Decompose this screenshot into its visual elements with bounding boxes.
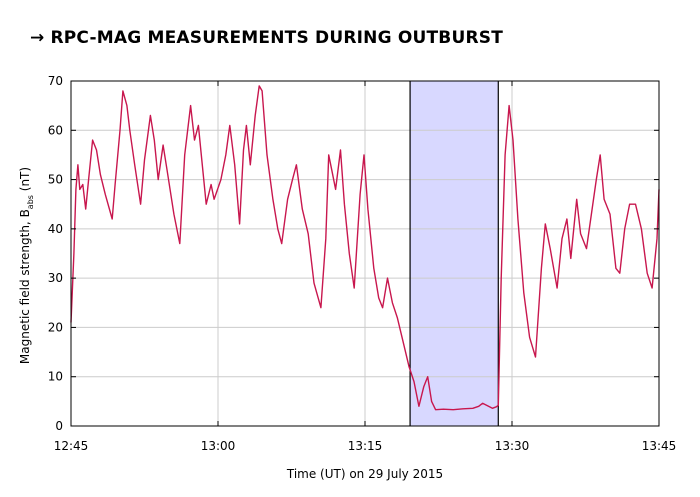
x-tick-label: 12:45 xyxy=(54,439,89,453)
arrow-icon: → xyxy=(30,28,45,48)
y-axis-label: Magnetic field strength, Babs (nT) xyxy=(18,167,35,364)
highlight-region xyxy=(410,81,499,426)
y-tick-label: 40 xyxy=(48,222,63,236)
x-tick-label: 13:15 xyxy=(348,439,383,453)
x-tick-label: 13:00 xyxy=(201,439,236,453)
y-axis-label-main: Magnetic field strength, B xyxy=(18,209,32,364)
y-axis-label-subscript: abs xyxy=(26,195,35,209)
y-tick-label: 10 xyxy=(48,370,63,384)
y-tick-label: 50 xyxy=(48,173,63,187)
chart-title-text: RPC-MAG MEASUREMENTS DURING OUTBURST xyxy=(50,28,503,48)
x-tick-label: 13:30 xyxy=(495,439,530,453)
y-tick-label: 20 xyxy=(48,320,63,334)
chart-title: → RPC-MAG MEASUREMENTS DURING OUTBURST xyxy=(30,28,503,48)
series-line-0 xyxy=(70,85,660,411)
y-tick-label: 30 xyxy=(48,271,63,285)
x-axis-label: Time (UT) on 29 July 2015 xyxy=(286,467,443,481)
y-tick-label: 70 xyxy=(48,74,63,88)
y-tick-label: 0 xyxy=(55,419,63,433)
y-axis-label-unit: (nT) xyxy=(18,167,32,195)
x-tick-label: 13:45 xyxy=(642,439,677,453)
y-tick-label: 60 xyxy=(48,123,63,137)
